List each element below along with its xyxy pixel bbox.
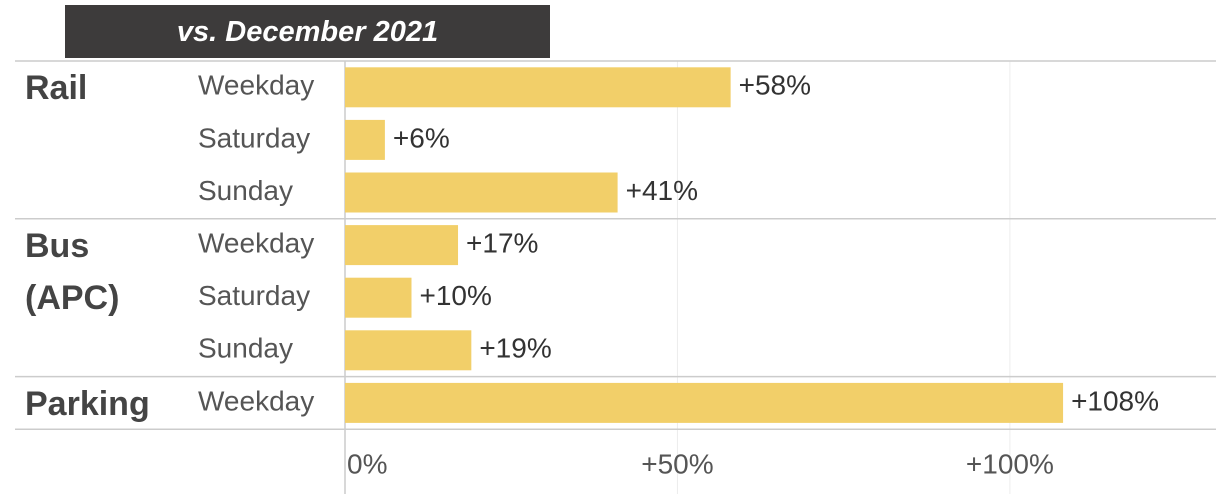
bar: [345, 119, 385, 160]
bar: [345, 172, 618, 213]
bar: [345, 277, 412, 318]
x-tick-label: +50%: [641, 448, 713, 479]
row-label: Weekday: [198, 385, 314, 416]
bar: [345, 330, 472, 371]
x-tick-label: 0%: [347, 448, 387, 479]
row-label: Saturday: [198, 122, 310, 153]
data-label: +10%: [419, 280, 491, 311]
data-label: +6%: [393, 122, 450, 153]
data-label: +58%: [739, 70, 811, 101]
bar: [345, 382, 1064, 423]
data-label: +41%: [626, 175, 698, 206]
data-label: +17%: [466, 227, 538, 258]
x-tick-label: +100%: [966, 448, 1054, 479]
bar: [345, 67, 731, 108]
data-label: +108%: [1071, 385, 1159, 416]
chart-title: vs. December 2021: [65, 5, 550, 58]
group-label: Rail: [25, 69, 88, 107]
row-label: Sunday: [198, 333, 293, 364]
bar: [345, 225, 459, 266]
row-label: Sunday: [198, 175, 293, 206]
row-label: Weekday: [198, 227, 314, 258]
row-label: Weekday: [198, 70, 314, 101]
group-label: Bus (APC): [25, 226, 120, 317]
group-label: Parking: [25, 384, 150, 423]
row-label: Saturday: [198, 280, 310, 311]
data-label: +19%: [479, 333, 551, 364]
